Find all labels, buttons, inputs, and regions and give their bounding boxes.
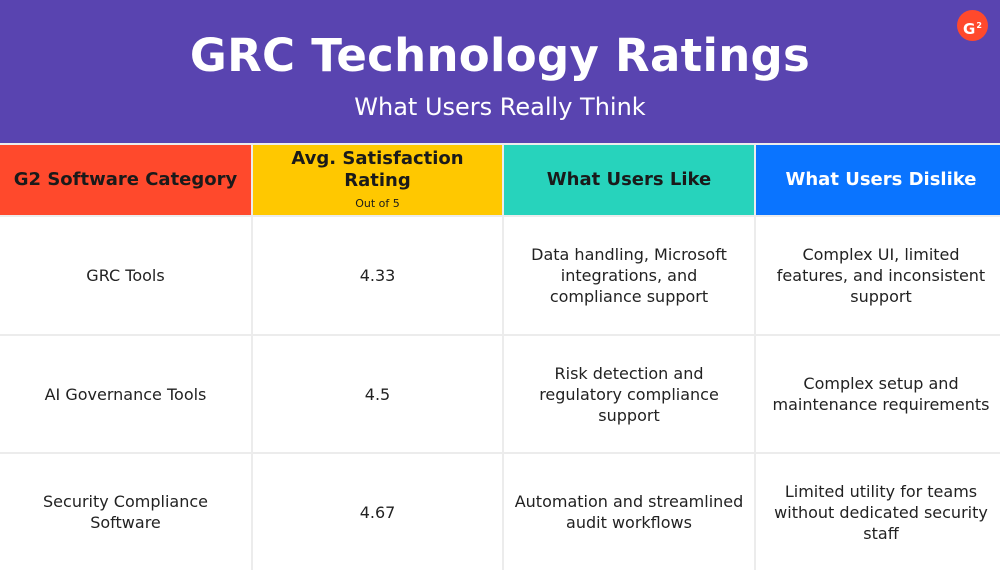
column-header-likes: What Users Like bbox=[504, 145, 754, 215]
cell-rating: 4.33 bbox=[253, 217, 502, 334]
column-header-dislikes: What Users Dislike bbox=[756, 145, 1000, 215]
column-header-label: G2 Software Category bbox=[13, 169, 238, 190]
cell-rating: 4.67 bbox=[253, 454, 502, 570]
column-header-label: Avg. Satisfaction Rating bbox=[291, 148, 464, 191]
header-banner: GRC Technology Ratings What Users Really… bbox=[0, 0, 1000, 143]
cell-category: AI Governance Tools bbox=[0, 336, 251, 452]
cell-category: Security Compliance Software bbox=[0, 454, 251, 570]
column-header-rating: Avg. Satisfaction Rating Out of 5 bbox=[253, 145, 502, 215]
column-header-label: What Users Dislike bbox=[785, 169, 977, 190]
page-title: GRC Technology Ratings bbox=[189, 29, 811, 82]
cell-dislikes: Limited utility for teams without dedica… bbox=[756, 454, 1000, 570]
cell-dislikes: Complex setup and maintenance requiremen… bbox=[756, 336, 1000, 452]
ratings-table: G2 Software Category Avg. Satisfaction R… bbox=[0, 143, 1000, 570]
cell-category: GRC Tools bbox=[0, 217, 251, 334]
cell-likes: Risk detection and regulatory compliance… bbox=[504, 336, 754, 452]
column-header-label: What Users Like bbox=[546, 169, 712, 190]
cell-dislikes: Complex UI, limited features, and incons… bbox=[756, 217, 1000, 334]
cell-likes: Automation and streamlined audit workflo… bbox=[504, 454, 754, 570]
column-header-category: G2 Software Category bbox=[0, 145, 251, 215]
cell-likes: Data handling, Microsoft integrations, a… bbox=[504, 217, 754, 334]
g2-logo-icon: G2 bbox=[957, 10, 988, 41]
logo-letter: G bbox=[963, 20, 976, 38]
page-subtitle: What Users Really Think bbox=[354, 93, 646, 121]
cell-rating: 4.5 bbox=[253, 336, 502, 452]
column-header-sublabel: Out of 5 bbox=[355, 197, 400, 210]
